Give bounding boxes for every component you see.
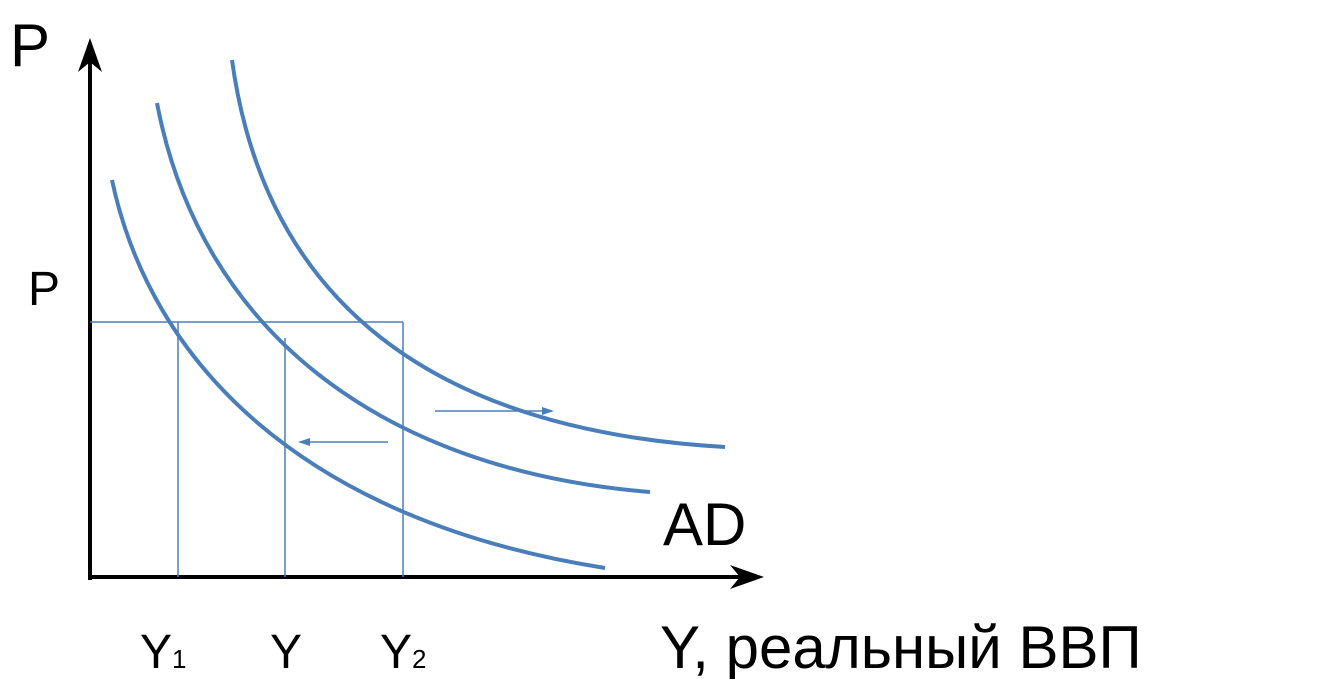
x-axis-label: Y, реальный ВВП [660,614,1142,679]
y1-label: Y1 [140,626,186,679]
y-label: Y [270,626,302,679]
y-axis-arrow [78,38,102,72]
price-level-label: P [28,263,60,316]
y2-label: Y2 [380,626,426,679]
y1-base: Y [140,626,172,679]
x-axis-arrow [730,565,764,589]
ad-curve-right [230,59,726,449]
ad-curve-left [110,179,606,570]
ad-curve [155,102,651,494]
y2-base: Y [380,626,412,679]
y2-sub: 2 [412,644,426,674]
curve-label: AD [663,491,746,558]
y1-sub: 1 [172,644,186,674]
y-axis-label: P [10,12,50,79]
